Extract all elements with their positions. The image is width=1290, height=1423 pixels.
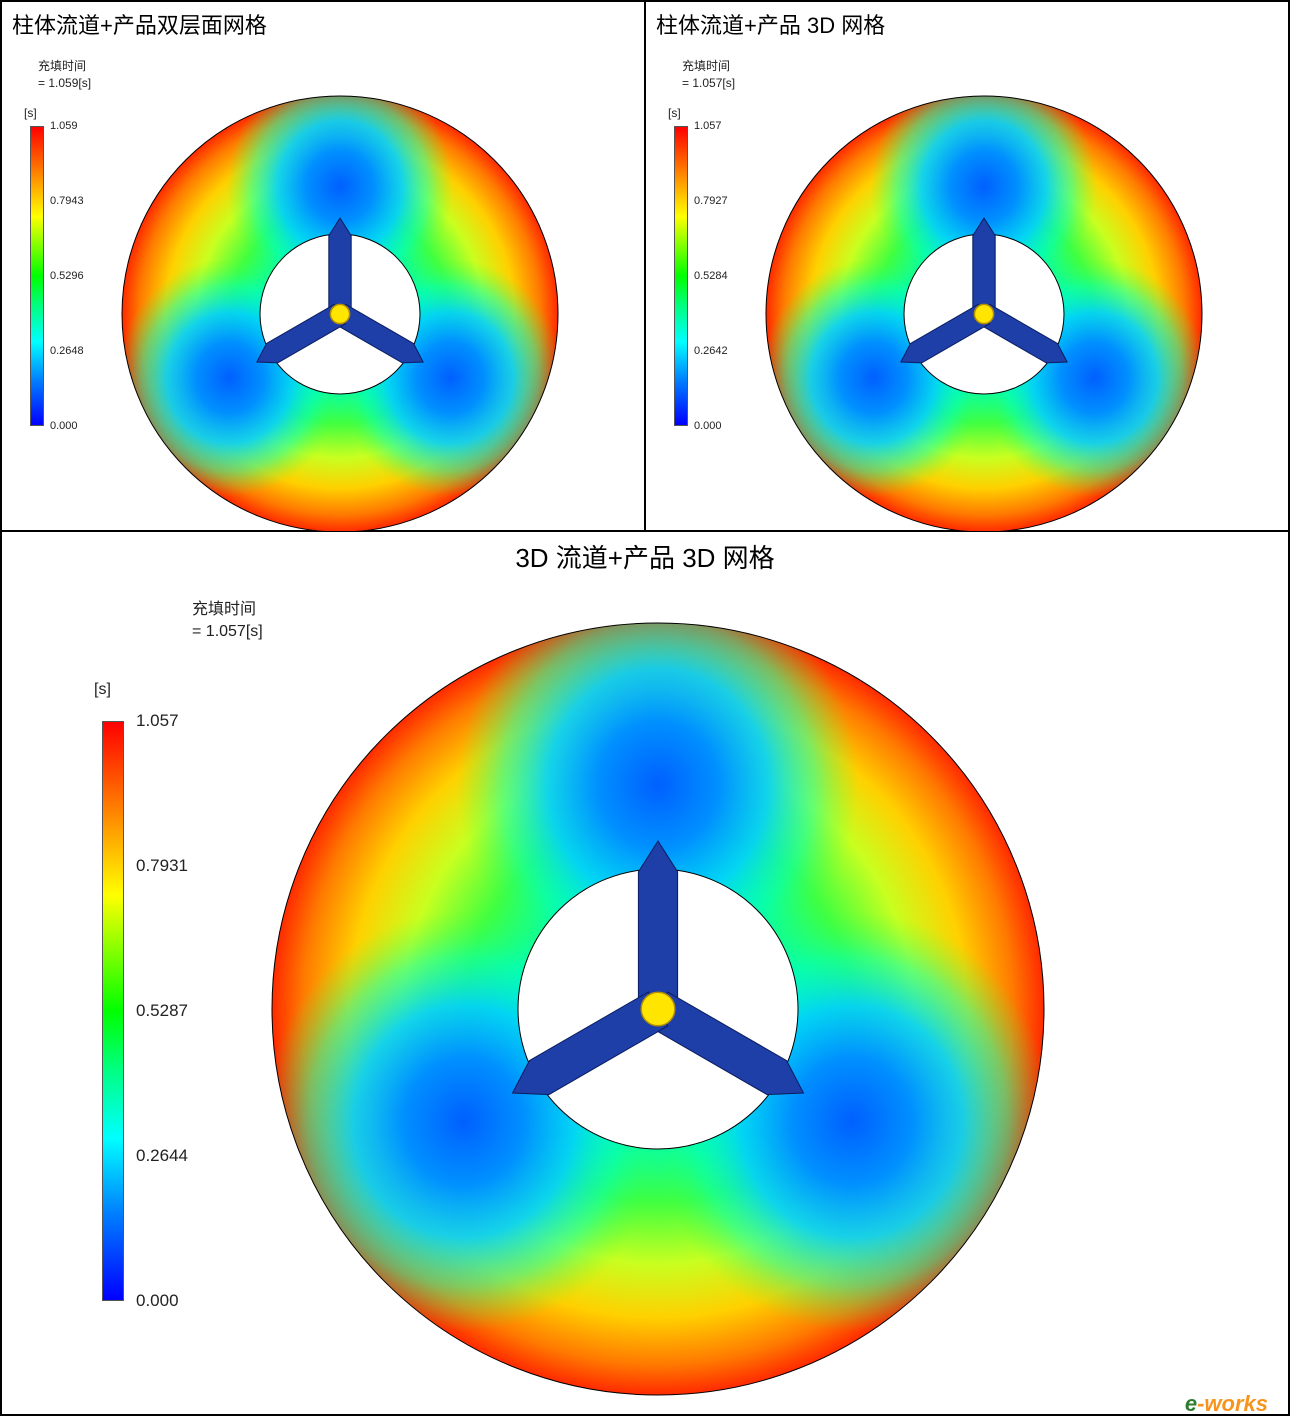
sim-area: 充填时间 = 1.057[s] [s] 1.0570.79310.52870.2… (2, 581, 1288, 1423)
watermark: e-works (1185, 1391, 1268, 1417)
panel-title: 柱体流道+产品双层面网格 (2, 2, 644, 46)
simulation-svg (646, 46, 1286, 536)
figure-grid: 柱体流道+产品双层面网格 充填时间 = 1.059[s] [s] 1.0590.… (0, 0, 1290, 1416)
sim-area: 充填时间 = 1.057[s] [s] 1.0570.79270.52840.2… (646, 46, 1288, 534)
simulation-svg (2, 46, 642, 536)
simulation-svg (2, 581, 1288, 1421)
panel-top-left: 柱体流道+产品双层面网格 充填时间 = 1.059[s] [s] 1.0590.… (1, 1, 645, 531)
top-row: 柱体流道+产品双层面网格 充填时间 = 1.059[s] [s] 1.0590.… (1, 1, 1289, 531)
sim-area: 充填时间 = 1.059[s] [s] 1.0590.79430.52960.2… (2, 46, 644, 534)
panel-bottom: 3D 流道+产品 3D 网格 充填时间 = 1.057[s] [s] 1.057… (1, 531, 1289, 1415)
panel-top-right: 柱体流道+产品 3D 网格 充填时间 = 1.057[s] [s] 1.0570… (645, 1, 1289, 531)
bottom-row: 3D 流道+产品 3D 网格 充填时间 = 1.057[s] [s] 1.057… (1, 531, 1289, 1415)
panel-title: 柱体流道+产品 3D 网格 (646, 2, 1288, 46)
panel-title: 3D 流道+产品 3D 网格 (2, 532, 1288, 581)
